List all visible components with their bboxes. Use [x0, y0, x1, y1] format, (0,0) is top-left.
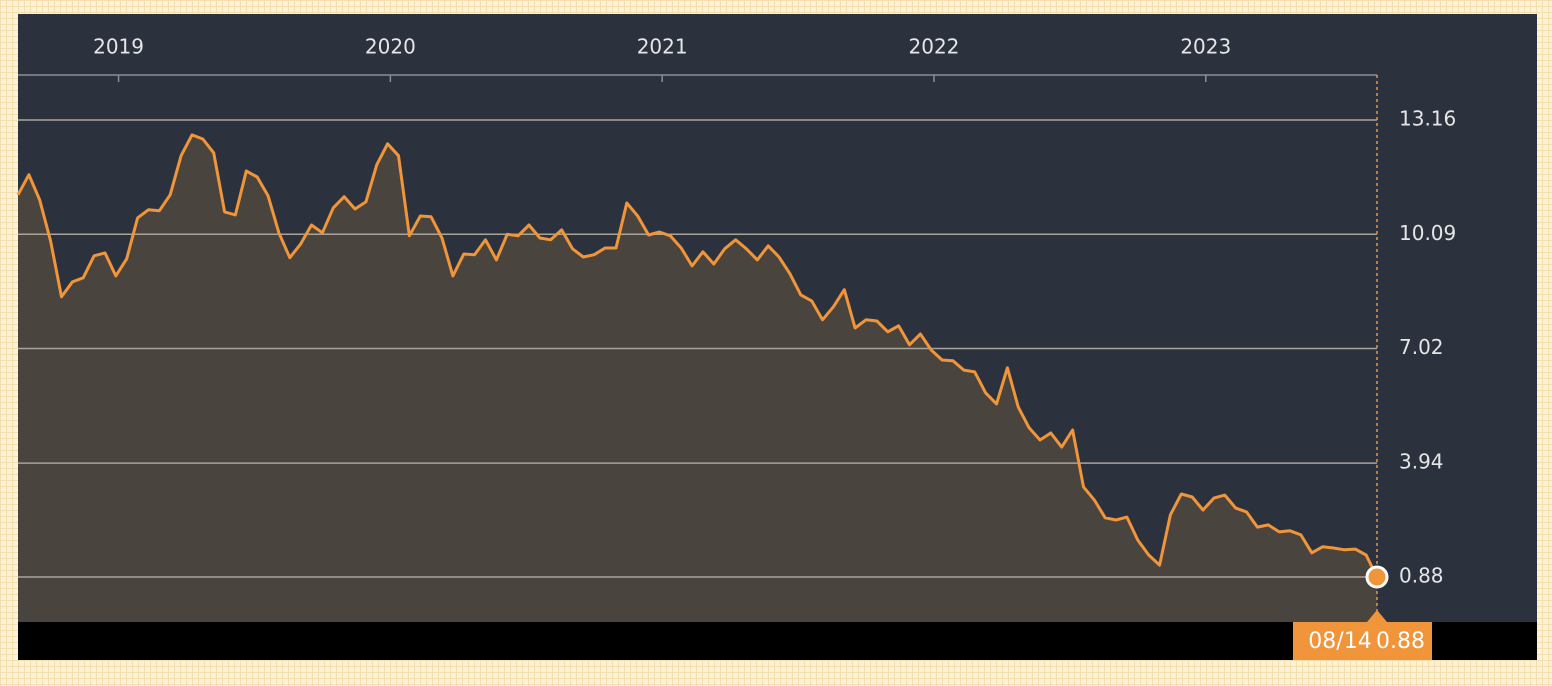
y-tick-label: 13.16: [1399, 107, 1456, 131]
x-tick-label: 2023: [1180, 35, 1231, 59]
current-label-pointer: [1367, 610, 1387, 622]
x-tick-label: 2022: [909, 35, 960, 59]
current-point: [1365, 565, 1389, 589]
current-value: 0.88: [1376, 629, 1425, 654]
current-date: 08/14: [1308, 629, 1371, 654]
y-tick-label: 7.02: [1399, 335, 1444, 359]
y-tick-label: 0.88: [1399, 563, 1444, 587]
x-tick-label: 2021: [637, 35, 688, 59]
footer-bar: [18, 622, 1537, 660]
y-tick-label: 10.09: [1399, 221, 1456, 245]
current-label-box: [1293, 622, 1432, 660]
y-tick-label: 3.94: [1399, 450, 1444, 474]
line: [16, 133, 1379, 578]
area: [18, 134, 1377, 622]
x-tick-label: 2019: [93, 35, 144, 59]
x-tick-label: 2020: [365, 35, 416, 59]
